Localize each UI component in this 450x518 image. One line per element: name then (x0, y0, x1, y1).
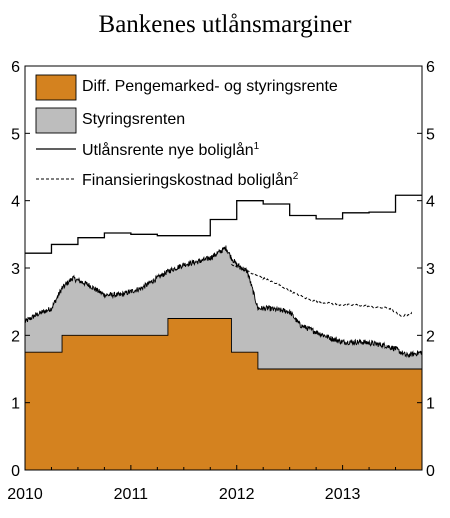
plot-area (24, 194, 423, 470)
styringsrenten-edge (24, 245, 423, 359)
y-tick-label-right: 4 (426, 194, 435, 211)
x-tick-label: 2011 (114, 486, 149, 503)
x-tick-label: 2012 (219, 486, 255, 503)
legend-swatch (35, 107, 77, 134)
y-tick-label-left: 5 (11, 126, 20, 143)
legend-label: Diff. Pengemarked- og styringsrente (82, 78, 338, 95)
x-tick-label: 2010 (7, 486, 43, 503)
y-tick-label-left: 0 (11, 463, 20, 480)
y-tick-label-right: 1 (426, 396, 435, 413)
diff-area (25, 318, 422, 470)
y-tick-label-right: 6 (426, 59, 435, 76)
diff-edge (25, 318, 422, 370)
y-tick-label-left: 4 (11, 194, 20, 211)
legend-label: Utlånsrente nye boliglån1 (82, 141, 260, 159)
legend-item-3: Utlånsrente nye boliglån1 (36, 141, 260, 159)
y-tick-label-right: 3 (426, 261, 435, 278)
legend-swatch (35, 74, 77, 101)
y-tick-label-left: 2 (11, 328, 20, 345)
legend: Diff. Pengemarked- og styringsrente Styri… (35, 74, 338, 189)
legend-item-1: Diff. Pengemarked- og styringsrente (35, 74, 338, 101)
finansieringskostnad-line (231, 263, 412, 318)
y-tick-label-right: 2 (426, 328, 435, 345)
chart-title: Bankenes utlånsmarginer (99, 11, 353, 38)
legend-item-4: Finansieringskostnad boliglån2 (36, 171, 299, 189)
legend-label: Styringsrenten (82, 111, 185, 128)
x-tick-label: 2013 (325, 486, 361, 503)
y-tick-label-right: 0 (426, 463, 435, 480)
utlansrente-line (25, 194, 422, 254)
y-tick-label-left: 6 (11, 59, 20, 76)
axes: 0 0 1 1 2 2 3 3 4 4 5 5 6 6 2010 2011 2012 2013 (7, 59, 435, 503)
legend-item-2: Styringsrenten (35, 107, 185, 134)
legend-label: Finansieringskostnad boliglån2 (82, 171, 299, 189)
y-tick-label-left: 1 (11, 396, 20, 413)
y-tick-label-right: 5 (426, 126, 435, 143)
y-tick-label-left: 3 (11, 261, 20, 278)
